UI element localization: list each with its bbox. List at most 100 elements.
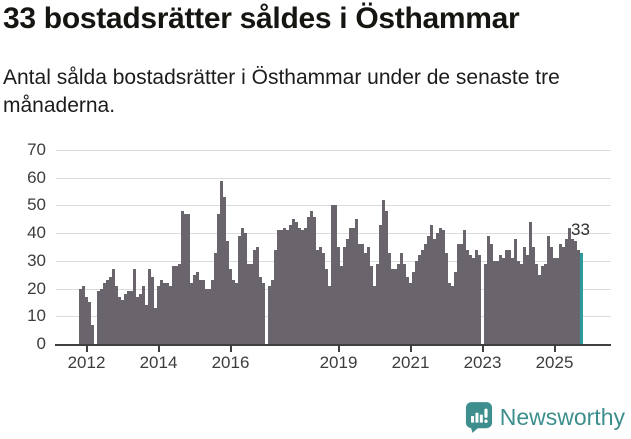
bar bbox=[553, 258, 556, 344]
bar bbox=[277, 230, 280, 344]
x-axis-tick-label: 2021 bbox=[391, 353, 430, 372]
bar bbox=[454, 271, 457, 344]
bar bbox=[286, 230, 289, 344]
bar bbox=[115, 285, 118, 344]
y-axis-tick-label: 0 bbox=[36, 334, 46, 353]
newsworthy-logo: Newsworthy bbox=[465, 401, 625, 433]
bar bbox=[568, 227, 571, 344]
bar bbox=[118, 296, 121, 344]
newsworthy-bubble-chart-icon bbox=[465, 401, 493, 433]
bar bbox=[535, 263, 538, 344]
bar bbox=[316, 249, 319, 344]
bar bbox=[322, 252, 325, 344]
bar bbox=[448, 283, 451, 344]
bar bbox=[154, 307, 157, 344]
bar bbox=[340, 266, 343, 344]
bar bbox=[241, 227, 244, 344]
bar bbox=[451, 285, 454, 344]
bar bbox=[190, 283, 193, 344]
bar bbox=[388, 252, 391, 344]
bar bbox=[457, 244, 460, 344]
bar bbox=[394, 269, 397, 344]
bar bbox=[268, 285, 271, 344]
bar bbox=[397, 263, 400, 344]
bar bbox=[271, 280, 274, 344]
x-axis-tick-label: 2014 bbox=[139, 353, 178, 372]
bar bbox=[514, 238, 517, 344]
bar bbox=[163, 283, 166, 344]
bar bbox=[196, 271, 199, 344]
x-axis-tickmark bbox=[481, 346, 484, 352]
bar bbox=[541, 266, 544, 344]
bar bbox=[223, 197, 226, 344]
y-axis-tick-label: 40 bbox=[27, 223, 46, 243]
bar bbox=[91, 324, 94, 344]
bar bbox=[121, 299, 124, 344]
bar bbox=[127, 291, 130, 344]
bar bbox=[304, 227, 307, 344]
bar bbox=[439, 227, 442, 344]
bar bbox=[100, 288, 103, 344]
bar bbox=[409, 283, 412, 344]
x-axis-tick-label: 2023 bbox=[463, 353, 502, 372]
bar bbox=[559, 244, 562, 344]
x-axis-line bbox=[55, 344, 611, 346]
bar bbox=[112, 269, 115, 344]
bar bbox=[307, 216, 310, 344]
bar bbox=[358, 244, 361, 344]
bar bbox=[319, 247, 322, 344]
bar bbox=[283, 227, 286, 344]
y-axis-tick-label: 20 bbox=[27, 278, 46, 298]
bar bbox=[556, 258, 559, 344]
bar bbox=[295, 222, 298, 344]
bar bbox=[151, 277, 154, 344]
bar bbox=[232, 280, 235, 344]
bar bbox=[130, 291, 133, 344]
bar bbox=[433, 238, 436, 344]
bar bbox=[571, 238, 574, 344]
y-axis-tick-label: 30 bbox=[27, 250, 46, 270]
bar bbox=[565, 238, 568, 344]
y-axis-tick-label: 50 bbox=[27, 195, 46, 215]
bar bbox=[544, 263, 547, 344]
bar bbox=[226, 241, 229, 344]
bar bbox=[370, 266, 373, 344]
bar bbox=[364, 252, 367, 344]
x-axis-tick-label: 2019 bbox=[319, 353, 358, 372]
bar bbox=[181, 210, 184, 344]
bar bbox=[160, 280, 163, 344]
bar bbox=[328, 285, 331, 344]
bar bbox=[175, 266, 178, 344]
last-value-label: 33 bbox=[571, 220, 590, 239]
bar bbox=[262, 283, 265, 344]
bar bbox=[523, 247, 526, 344]
bar bbox=[424, 244, 427, 344]
bar bbox=[313, 216, 316, 344]
y-axis-tick-label: 60 bbox=[27, 167, 46, 187]
bar bbox=[142, 285, 145, 344]
bar bbox=[469, 255, 472, 344]
bar bbox=[361, 244, 364, 344]
bar bbox=[538, 274, 541, 344]
bar bbox=[496, 260, 499, 344]
bar bbox=[430, 224, 433, 344]
bar bbox=[289, 224, 292, 344]
bar bbox=[511, 258, 514, 344]
x-axis-tickmark bbox=[85, 346, 88, 352]
bar bbox=[148, 269, 151, 344]
bar bbox=[526, 255, 529, 344]
bar bbox=[106, 280, 109, 344]
bar bbox=[346, 238, 349, 344]
x-axis-tickmark bbox=[553, 346, 556, 352]
bar bbox=[400, 252, 403, 344]
bar bbox=[487, 235, 490, 344]
bar bbox=[493, 260, 496, 344]
x-axis-tickmark bbox=[157, 346, 160, 352]
newsworthy-logo-text: Newsworthy bbox=[499, 403, 625, 430]
bar bbox=[97, 291, 100, 344]
x-axis-tick-label: 2025 bbox=[535, 353, 574, 372]
bar bbox=[244, 233, 247, 344]
bar bbox=[274, 249, 277, 344]
bar bbox=[466, 249, 469, 344]
